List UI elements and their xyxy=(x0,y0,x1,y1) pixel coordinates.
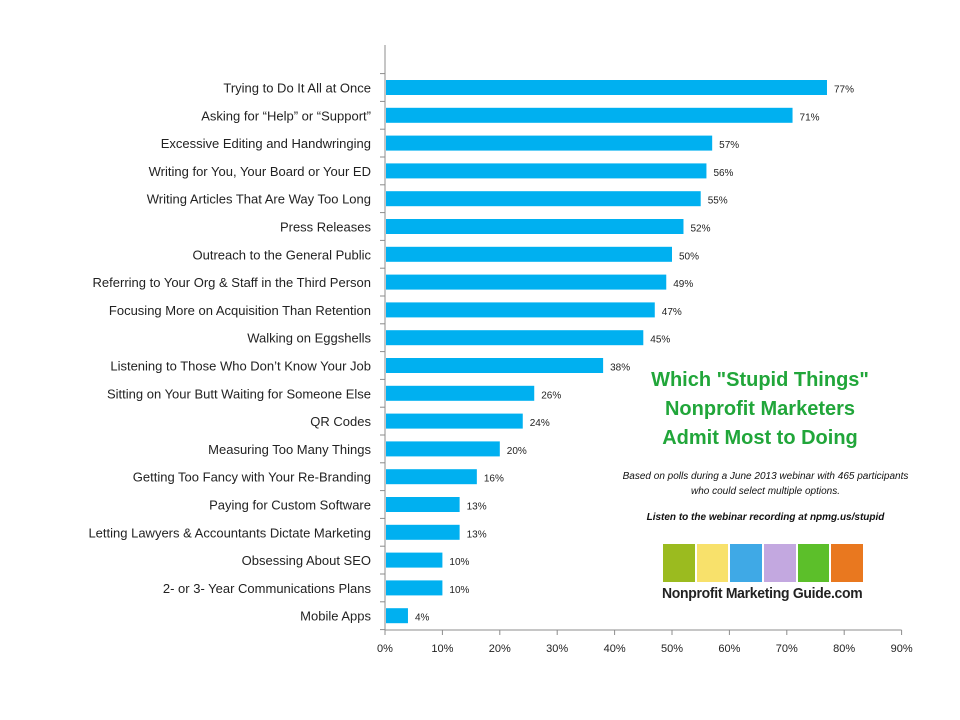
data-label: 4% xyxy=(415,613,430,624)
x-tick-label: 90% xyxy=(891,643,913,655)
bar xyxy=(386,246,672,262)
bar xyxy=(386,107,793,123)
data-label: 57% xyxy=(719,140,739,151)
data-label: 71% xyxy=(800,112,820,123)
bar xyxy=(386,163,707,179)
category-label: Trying to Do It All at Once xyxy=(223,81,371,96)
data-label: 52% xyxy=(690,224,710,235)
x-tick-label: 10% xyxy=(431,643,453,655)
webinar-recording-note: Listen to the webinar recording at npmg.… xyxy=(646,512,885,523)
category-label: Press Releases xyxy=(280,220,372,235)
data-label: 47% xyxy=(662,307,682,318)
x-tick-label: 0% xyxy=(377,643,393,655)
bar xyxy=(386,524,460,540)
data-label: 10% xyxy=(449,557,469,568)
logo-square-4 xyxy=(763,543,797,583)
bar xyxy=(386,80,827,95)
category-label: Focusing More on Acquisition Than Retent… xyxy=(109,303,371,318)
logo-square-2 xyxy=(695,543,730,583)
nonprofit-marketing-guide-logo: Nonprofit Marketing Guide.com xyxy=(662,543,865,602)
data-label: 38% xyxy=(610,363,630,374)
data-label: 45% xyxy=(650,335,670,346)
logo-text: Nonprofit Marketing Guide.com xyxy=(662,585,863,602)
logo-color-squares xyxy=(662,543,865,583)
data-label: 26% xyxy=(541,390,561,401)
category-label: Mobile Apps xyxy=(300,609,371,624)
category-label: Measuring Too Many Things xyxy=(208,442,371,457)
bar xyxy=(386,135,713,151)
x-tick-label: 20% xyxy=(489,643,511,655)
bar xyxy=(386,358,604,373)
x-tick-label: 60% xyxy=(718,643,740,655)
bar xyxy=(386,219,684,234)
x-tick-label: 50% xyxy=(661,643,683,655)
category-label: Sitting on Your Butt Waiting for Someone… xyxy=(107,386,371,401)
bar xyxy=(386,497,460,512)
data-label: 13% xyxy=(467,502,487,513)
category-label: Listening to Those Who Don’t Know Your J… xyxy=(110,359,371,374)
logo-square-6 xyxy=(830,543,865,583)
category-label: Getting Too Fancy with Your Re-Branding xyxy=(133,470,371,485)
chart-annotation-title: Which "Stupid Things" Nonprofit Marketer… xyxy=(600,366,920,453)
bar xyxy=(386,441,500,457)
category-label: Paying for Custom Software xyxy=(209,498,371,513)
bar xyxy=(386,330,644,346)
poll-description-line-1: Based on polls during a June 2013 webina… xyxy=(622,471,909,482)
data-label: 20% xyxy=(507,446,527,457)
data-label: 10% xyxy=(449,585,469,596)
bar xyxy=(386,580,443,596)
data-label: 56% xyxy=(713,168,733,179)
data-label: 55% xyxy=(708,196,728,207)
logo-square-3 xyxy=(729,543,764,583)
x-tick-label: 70% xyxy=(776,643,798,655)
x-tick-label: 30% xyxy=(546,643,568,655)
bar xyxy=(386,191,701,207)
data-label: 77% xyxy=(834,85,854,96)
bar xyxy=(386,413,523,429)
category-label: QR Codes xyxy=(310,414,371,429)
x-tick-label: 40% xyxy=(604,643,626,655)
category-label: Outreach to the General Public xyxy=(193,247,372,262)
data-label: 24% xyxy=(530,418,550,429)
logo-square-1 xyxy=(662,543,696,583)
category-label: Referring to Your Org & Staff in the Thi… xyxy=(93,275,371,290)
bar xyxy=(386,469,477,485)
bar xyxy=(386,385,535,401)
annotation-title-line-2: Nonprofit Marketers xyxy=(664,398,856,420)
bar xyxy=(386,552,443,568)
annotation-title-line-1: Which "Stupid Things" xyxy=(651,369,869,391)
logo-square-5 xyxy=(796,543,831,583)
category-label: Excessive Editing and Handwringing xyxy=(161,136,371,151)
data-label: 16% xyxy=(484,474,504,485)
poll-description-line-2: who could select multiple options. xyxy=(691,486,840,497)
category-label: Writing Articles That Are Way Too Long xyxy=(147,192,371,207)
category-label: Writing for You, Your Board or Your ED xyxy=(149,164,371,179)
data-label: 49% xyxy=(673,279,693,290)
bar xyxy=(386,274,667,290)
category-label: 2- or 3- Year Communications Plans xyxy=(163,581,372,596)
poll-description: Based on polls during a June 2013 webina… xyxy=(598,469,933,499)
bar xyxy=(386,302,655,318)
category-label: Obsessing About SEO xyxy=(242,553,371,568)
annotation-title-line-3: Admit Most to Doing xyxy=(662,427,858,449)
data-label: 50% xyxy=(679,251,699,262)
category-label: Asking for “Help” or “Support” xyxy=(201,108,371,123)
bar xyxy=(386,608,408,624)
data-label: 13% xyxy=(467,529,487,540)
x-tick-label: 80% xyxy=(833,643,855,655)
category-label: Walking on Eggshells xyxy=(247,331,371,346)
category-label: Letting Lawyers & Accountants Dictate Ma… xyxy=(88,525,371,540)
